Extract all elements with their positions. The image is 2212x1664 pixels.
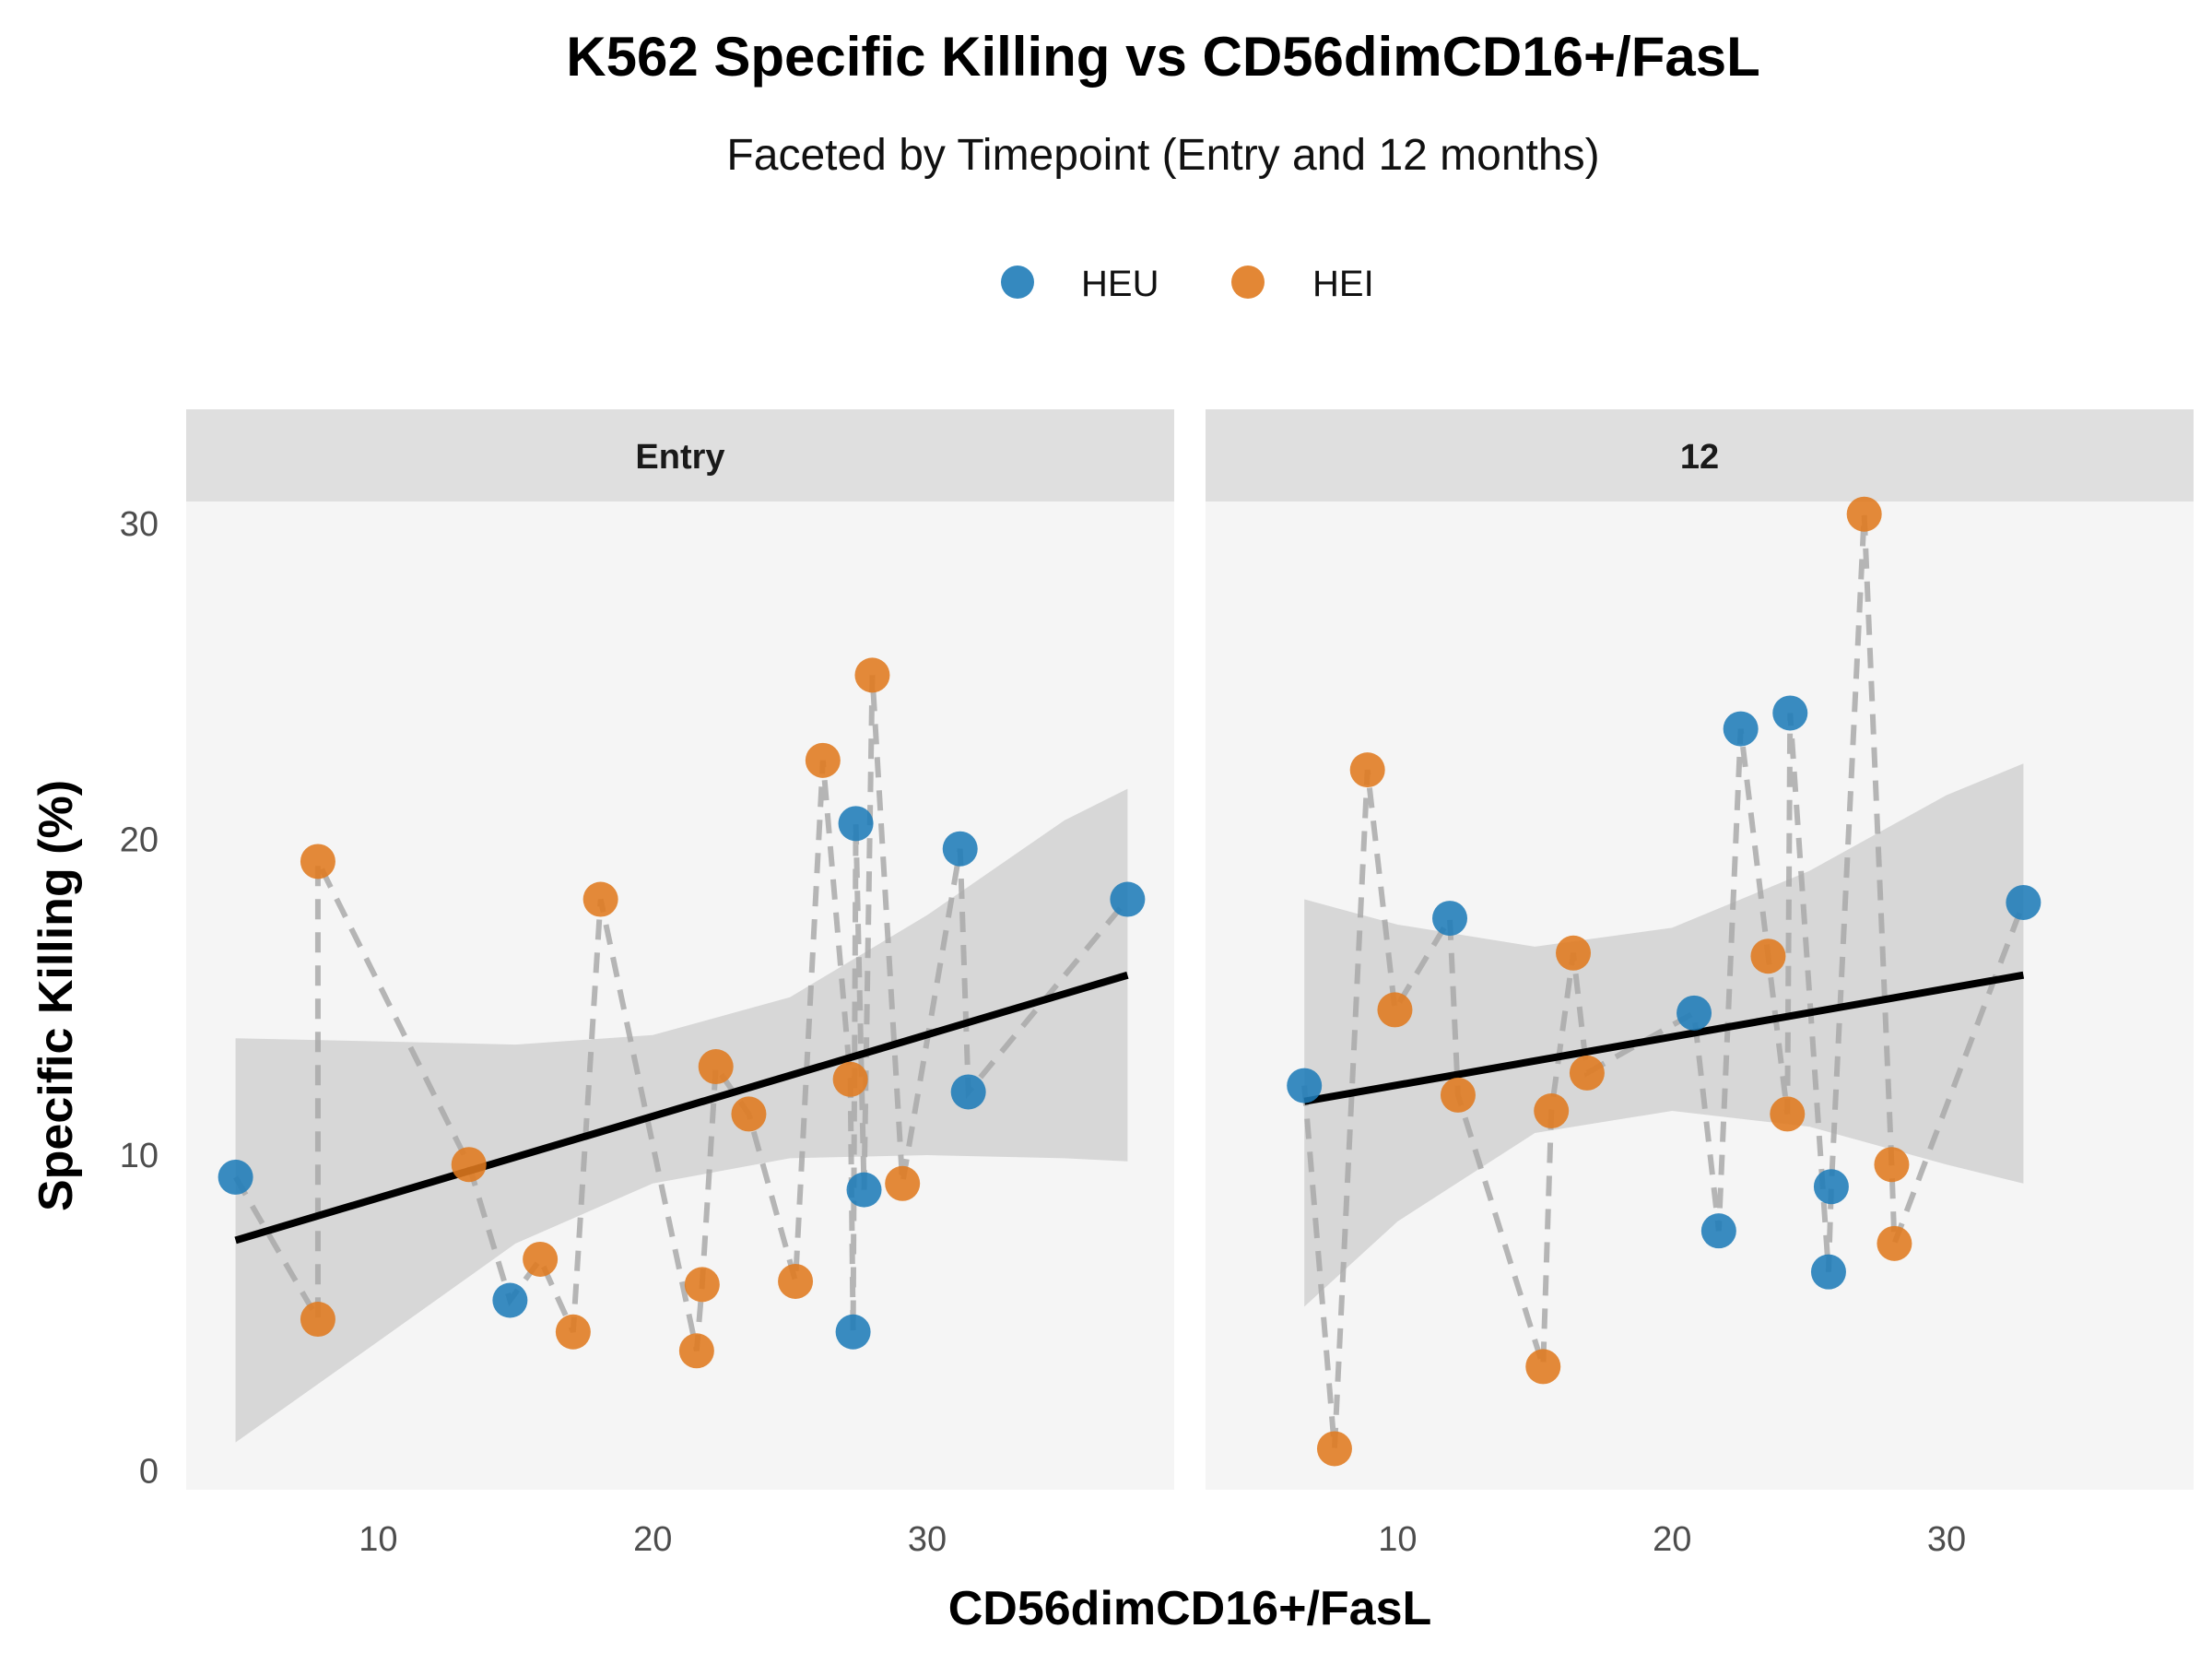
- y-tick-label-30: 30: [120, 505, 159, 544]
- facet-entry-point-hei-6: [555, 1314, 591, 1350]
- x-tick-label-20: 20: [1653, 1520, 1691, 1559]
- facet-entry-point-heu-4: [492, 1282, 528, 1318]
- legend-marker-hei: [1231, 266, 1265, 299]
- facet-entry-point-hei-3: [451, 1147, 487, 1183]
- facet-entry-point-hei-19: [885, 1165, 921, 1201]
- facet-12-point-heu-15: [1772, 695, 1808, 731]
- x-tick-label-10: 10: [359, 1520, 397, 1559]
- chart-subtitle: Faceted by Timepoint (Entry and 12 month…: [726, 131, 1599, 180]
- y-axis-ticks: 0 10 20 30: [120, 505, 159, 1491]
- facet-entry-point-hei-10: [698, 1049, 734, 1085]
- facet-entry-point-hei-7: [582, 881, 618, 917]
- facet-12-point-hei-8: [1556, 935, 1592, 971]
- facet-12-point-heu-12: [1723, 711, 1759, 747]
- y-axis-title: Specific Killing (%): [29, 780, 83, 1211]
- x-tick-label-20: 20: [633, 1520, 672, 1559]
- facet-12-strip: [1206, 409, 2194, 502]
- facet-entry-confidence-band: [235, 788, 1128, 1443]
- facet-entry-point-hei-13: [805, 742, 841, 778]
- facet-12: 12: [1206, 409, 2194, 1490]
- facet-entry-point-hei-11: [731, 1096, 767, 1132]
- facet-entry: Entry: [186, 409, 1174, 1490]
- facet-12-point-hei-3: [1377, 992, 1413, 1028]
- facet-12-point-hei-14: [1770, 1096, 1806, 1132]
- facet-entry-point-heu-0: [218, 1159, 253, 1195]
- facet-entry-point-heu-16: [835, 1314, 871, 1350]
- facet-entry-point-hei-8: [678, 1333, 714, 1369]
- facet-12-point-heu-17: [1813, 1169, 1849, 1205]
- facet-12-point-heu-11: [1700, 1213, 1736, 1249]
- facet-entry-point-heu-22: [1110, 881, 1146, 917]
- facet-entry-point-hei-18: [854, 657, 890, 693]
- facet-12-label: 12: [1680, 438, 1719, 477]
- facet-entry-point-hei-12: [778, 1263, 814, 1299]
- facet-12-connector-line: [1301, 513, 2027, 1449]
- facet-12-point-hei-2: [1349, 752, 1385, 788]
- x-axis-ticks: 10 20 30 10 20 30: [359, 1520, 1966, 1559]
- x-tick-label-30: 30: [1927, 1520, 1966, 1559]
- y-tick-label-0: 0: [139, 1452, 159, 1491]
- x-axis-title: CD56dimCD16+/FasL: [948, 1582, 1432, 1635]
- facet-entry-trend-line: [234, 971, 1129, 1245]
- legend-label-hei: HEI: [1312, 264, 1374, 304]
- facet-12-point-hei-6: [1525, 1349, 1561, 1385]
- facet-entry-point-hei-2: [300, 1302, 335, 1338]
- facet-12-point-hei-7: [1534, 1093, 1570, 1129]
- facet-entry-point-heu-17: [846, 1172, 882, 1208]
- facet-entry-point-hei-1: [300, 844, 335, 879]
- y-tick-label-10: 10: [120, 1137, 159, 1175]
- facet-12-point-heu-10: [1677, 995, 1712, 1031]
- x-tick-label-10: 10: [1378, 1520, 1417, 1559]
- facet-entry-point-hei-14: [832, 1061, 868, 1097]
- facet-12-point-hei-13: [1750, 938, 1786, 974]
- facet-12-point-hei-19: [1874, 1147, 1910, 1183]
- facet-12-point-hei-18: [1846, 496, 1882, 532]
- facet-12-point-heu-0: [1287, 1068, 1323, 1103]
- facet-entry-point-heu-15: [838, 806, 874, 842]
- facet-12-point-hei-20: [1877, 1225, 1912, 1261]
- legend: HEU HEI: [1001, 264, 1374, 304]
- facet-12-point-hei-5: [1440, 1077, 1476, 1113]
- facet-entry-label: Entry: [635, 438, 724, 477]
- facet-12-point-heu-16: [1810, 1254, 1846, 1290]
- legend-marker-heu: [1001, 266, 1034, 299]
- facet-12-layer: [1287, 496, 2041, 1467]
- facet-12-point-hei-1: [1316, 1431, 1352, 1467]
- legend-label-heu: HEU: [1081, 264, 1159, 304]
- x-tick-label-30: 30: [908, 1520, 947, 1559]
- facet-12-trend-line: [1303, 971, 2025, 1105]
- facet-12-point-hei-9: [1569, 1055, 1605, 1091]
- chart-title: K562 Specific Killing vs CD56dimCD16+/Fa…: [566, 26, 1759, 88]
- facet-entry-point-heu-21: [950, 1074, 986, 1110]
- facet-12-point-heu-4: [1432, 901, 1468, 937]
- facet-entry-layer: [218, 657, 1146, 1443]
- facet-entry-point-heu-20: [942, 831, 978, 867]
- y-tick-label-20: 20: [120, 820, 159, 859]
- facet-entry-point-hei-9: [684, 1267, 720, 1303]
- facet-entry-strip: [186, 409, 1174, 502]
- facet-12-point-heu-21: [2006, 884, 2041, 920]
- facet-entry-point-hei-5: [523, 1241, 559, 1277]
